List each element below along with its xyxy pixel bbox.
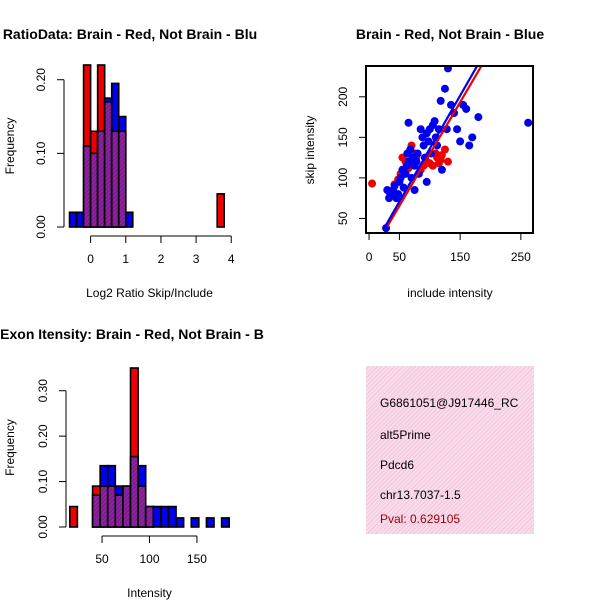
not-brain-bar bbox=[124, 211, 134, 228]
x-tick-label: 2 bbox=[158, 252, 165, 266]
x-tick-label: 1 bbox=[122, 252, 129, 266]
x-tick-label: 0 bbox=[366, 250, 373, 264]
y-tick-label: 0.00 bbox=[34, 215, 48, 239]
chart-title: Brain - Red, Not Brain - Blue bbox=[356, 26, 544, 42]
not-brain-fit-line bbox=[383, 66, 479, 229]
brain-point bbox=[368, 179, 377, 188]
y-tick-label: 0.00 bbox=[36, 515, 50, 539]
x-tick-label: 4 bbox=[228, 252, 235, 266]
not-brain-point bbox=[424, 137, 433, 146]
not-brain-bar bbox=[160, 505, 170, 528]
probe-id: G6861051@J917446_RC bbox=[380, 396, 519, 410]
overlap-bar bbox=[103, 101, 113, 228]
x-tick-label: 50 bbox=[95, 552, 109, 566]
x-tick-label: 3 bbox=[193, 252, 200, 266]
x-axis-label: Intensity bbox=[127, 586, 172, 600]
y-tick-label: 0.10 bbox=[36, 470, 50, 494]
x-tick-label: 100 bbox=[139, 552, 159, 566]
not-brain-bar bbox=[167, 505, 177, 528]
not-brain-point bbox=[412, 157, 421, 166]
brain-bar bbox=[216, 193, 226, 228]
overlap-bar bbox=[122, 485, 132, 528]
not-brain-point bbox=[440, 84, 449, 93]
not-brain-point bbox=[443, 66, 452, 73]
not-brain-point bbox=[416, 125, 425, 134]
p-value: Pval: 0.629105 bbox=[380, 512, 461, 526]
brain-point bbox=[443, 157, 452, 166]
x-tick-label: 0 bbox=[87, 252, 94, 266]
not-brain-bar bbox=[175, 517, 185, 528]
overlap-bar bbox=[91, 494, 101, 528]
not-brain-bar bbox=[152, 505, 162, 528]
x-axis-label: Log2 Ratio Skip/Include bbox=[86, 286, 213, 300]
x-tick-label: 50 bbox=[393, 250, 407, 264]
plot-frame bbox=[365, 65, 534, 234]
chrom-location: chr13.7037-1.5 bbox=[380, 488, 461, 502]
not-brain-point bbox=[437, 165, 446, 174]
not-brain-bar bbox=[68, 211, 78, 228]
y-axis-label: skip intensity bbox=[303, 116, 317, 185]
brain-point bbox=[440, 145, 449, 154]
exon-intensity-histogram: 0.00 0.10 0.20 0.30 50 100 150 Exon Itensity: B… bbox=[0, 326, 264, 600]
x-tick-label: 150 bbox=[450, 250, 470, 264]
y-tick-label: 0.20 bbox=[36, 424, 50, 448]
chart-title: RatioData: Brain - Red, Not Brain - Blu bbox=[3, 26, 257, 42]
not-brain-point bbox=[524, 118, 533, 127]
not-brain-point bbox=[465, 141, 474, 150]
y-axis-label: Frequency bbox=[3, 419, 17, 476]
scatter-plot-area bbox=[368, 66, 533, 233]
not-brain-point bbox=[468, 133, 477, 142]
not-brain-bar bbox=[190, 517, 200, 528]
brain-fit-line bbox=[386, 66, 483, 228]
brain-bar bbox=[68, 505, 79, 528]
x-tick-label: 150 bbox=[187, 552, 207, 566]
overlap-bar bbox=[106, 485, 117, 528]
not-brain-point bbox=[413, 149, 422, 158]
not-brain-point bbox=[474, 113, 483, 122]
intensity-scatter: 0 50 150 250 50 100 150 200 Brain - Red, Not Bra… bbox=[303, 26, 544, 300]
y-tick-label: 0.10 bbox=[34, 141, 48, 165]
overlap-bar bbox=[144, 505, 155, 528]
y-tick-label: 100 bbox=[336, 168, 350, 188]
y-tick-label: 50 bbox=[336, 211, 350, 225]
info-panel: G6861051@J917446_RC alt5Prime Pdcd6 chr1… bbox=[366, 366, 534, 534]
y-tick-label: 150 bbox=[336, 127, 350, 147]
not-brain-point bbox=[422, 177, 431, 186]
overlap-bar bbox=[114, 494, 124, 528]
gene-name: Pdcd6 bbox=[380, 458, 415, 472]
y-tick-label: 200 bbox=[336, 86, 350, 106]
not-brain-point bbox=[410, 186, 419, 195]
y-tick-label: 0.30 bbox=[36, 379, 50, 403]
overlap-bar bbox=[89, 152, 99, 228]
not-brain-point bbox=[401, 169, 410, 178]
overlap-bar bbox=[137, 485, 147, 528]
overlap-bar bbox=[117, 130, 127, 228]
not-brain-point bbox=[394, 190, 403, 199]
overlap-bar bbox=[96, 130, 106, 228]
y-tick-label: 0.20 bbox=[34, 68, 48, 92]
not-brain-bar bbox=[205, 517, 215, 528]
not-brain-point bbox=[406, 145, 415, 154]
x-tick-label: 250 bbox=[511, 250, 531, 264]
overlap-bar bbox=[99, 485, 109, 528]
not-brain-point bbox=[436, 96, 445, 105]
overlap-bar bbox=[129, 455, 139, 528]
not-brain-point bbox=[462, 104, 471, 113]
not-brain-point bbox=[453, 125, 462, 134]
x-axis-label: include intensity bbox=[407, 286, 492, 300]
not-brain-point bbox=[430, 117, 439, 126]
event-type: alt5Prime bbox=[380, 428, 431, 442]
not-brain-bar bbox=[220, 517, 231, 528]
not-brain-point bbox=[404, 118, 413, 127]
brain-point bbox=[428, 161, 437, 170]
not-brain-bar bbox=[75, 211, 85, 228]
overlap-bar bbox=[110, 130, 120, 228]
overlap-bar bbox=[82, 145, 92, 228]
ratio-histogram: 0.00 0.10 0.20 0 1 2 3 4 RatioData: Brain - Red,… bbox=[3, 26, 257, 300]
y-axis-label: Frequency bbox=[3, 118, 17, 175]
chart-title: Exon Itensity: Brain - Red, Not Brain - … bbox=[0, 326, 264, 342]
not-brain-point bbox=[456, 137, 465, 146]
